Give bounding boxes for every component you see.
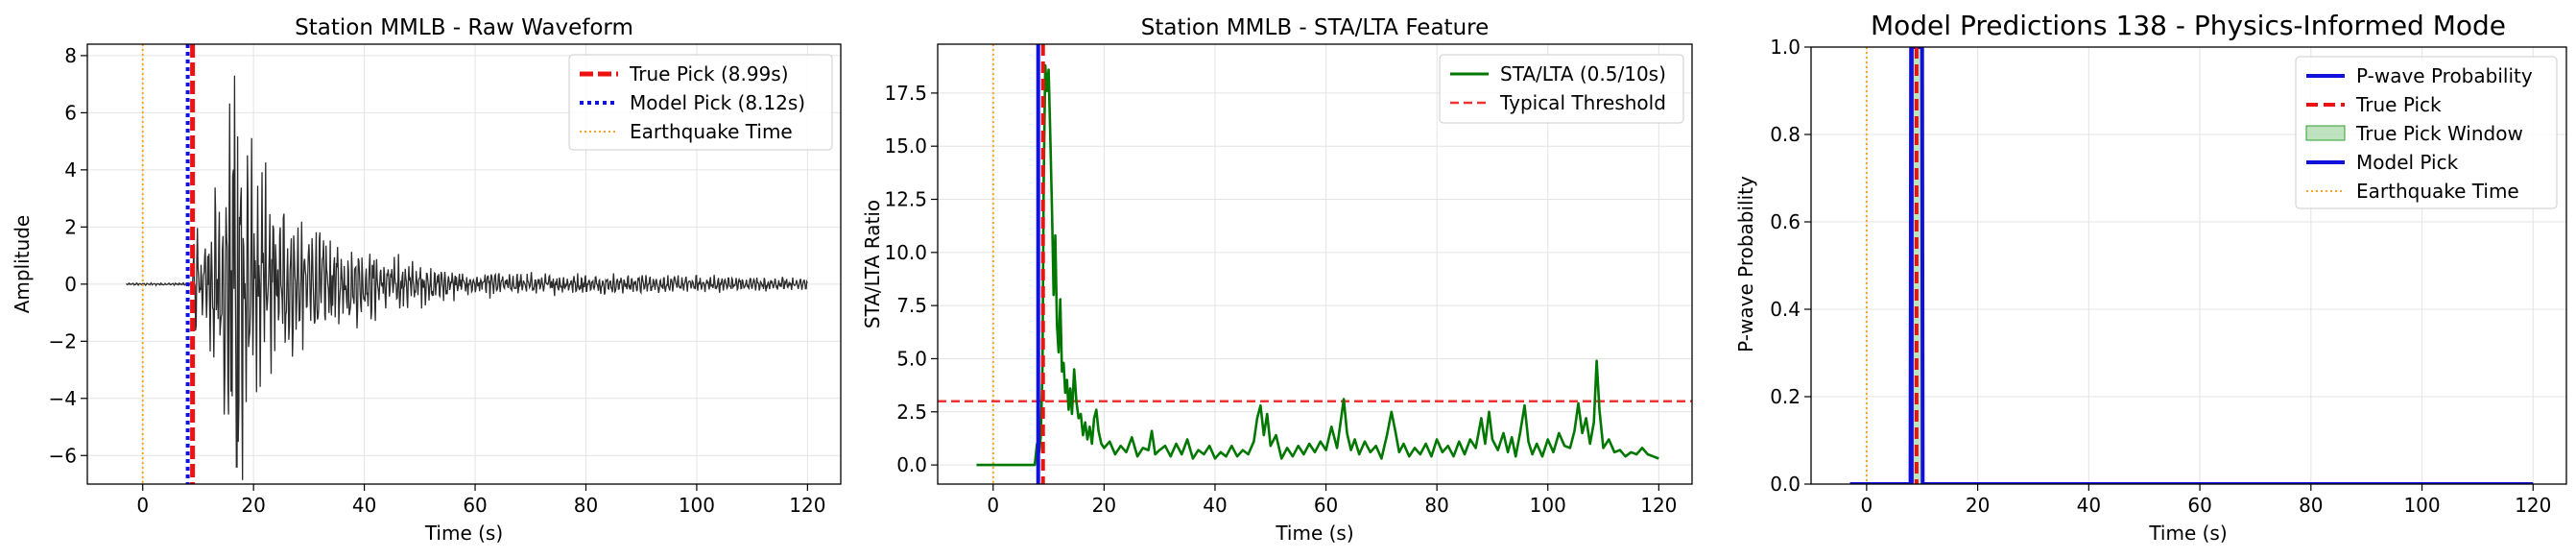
y-tick-label: 1.0 [1770, 36, 1801, 59]
sta-lta-legend-box [1439, 54, 1684, 124]
y-tick-label: 15.0 [884, 134, 927, 158]
waveform-xlabel: Time (s) [424, 522, 503, 545]
waveform-legend: True Pick (8.99s) Model Pick (8.12s) Ear… [568, 54, 833, 151]
y-tick-label: −6 [49, 444, 77, 467]
y-tick-label: 0 [64, 273, 77, 296]
legend-threshold-label: Typical Threshold [1499, 91, 1666, 114]
sta-lta-axes-frame [937, 43, 1693, 485]
prediction-ticks: 0 20 40 60 80 100 120 0.0 0.2 0.4 0.6 0.8 1.0 [1770, 36, 2551, 517]
waveform-panel: 0 20 40 60 80 100 120 −6 −4 −2 0 2 4 6 8 Station MMLB … [11, 15, 842, 545]
x-tick-label: 0 [1861, 494, 1873, 517]
x-tick-label: 80 [2299, 494, 2323, 517]
sta-lta-ylabel: STA/LTA Ratio [861, 200, 884, 328]
y-tick-label: 0.8 [1770, 123, 1801, 146]
x-tick-label: 60 [1314, 494, 1338, 517]
x-tick-label: 120 [2515, 494, 2551, 517]
y-tick-label: 6 [64, 101, 77, 124]
legend-earthquake-label: Earthquake Time [630, 120, 793, 143]
legend-earthquake-label: Earthquake Time [2356, 180, 2519, 203]
x-tick-label: 20 [1092, 494, 1116, 517]
x-tick-label: 40 [352, 494, 376, 517]
sta-lta-legend: STA/LTA (0.5/10s) Typical Threshold [1439, 54, 1684, 124]
sta-lta-ticks: 0 20 40 60 80 100 120 0.0 2.5 5.0 7.5 10.0 12.5 15.0 1… [884, 82, 1677, 517]
x-tick-label: 20 [241, 494, 265, 517]
legend-probability-label: P-wave Probability [2356, 64, 2533, 87]
x-tick-label: 80 [1424, 494, 1448, 517]
sta-lta-line [976, 63, 1659, 467]
sta-lta-plot-area [938, 44, 1692, 484]
sta-lta-xlabel: Time (s) [1275, 522, 1353, 545]
prediction-legend: P-wave Probability True Pick True Pick W… [2295, 56, 2558, 209]
x-tick-label: 100 [679, 494, 715, 517]
waveform-title: Station MMLB - Raw Waveform [295, 15, 633, 40]
y-tick-label: 4 [64, 158, 77, 182]
y-tick-label: 2 [64, 215, 77, 238]
x-tick-label: 0 [136, 494, 149, 517]
y-tick-label: 0.0 [896, 453, 927, 476]
prediction-xlabel: Time (s) [2148, 522, 2227, 545]
y-tick-label: 0.6 [1770, 210, 1801, 233]
x-tick-label: 20 [1966, 494, 1990, 517]
waveform-ticks: 0 20 40 60 80 100 120 −6 −4 −2 0 2 4 6 8 [49, 44, 826, 517]
y-tick-label: 2.5 [896, 401, 927, 424]
y-tick-label: 12.5 [884, 188, 927, 211]
prediction-title: Model Predictions 138 - Physics-Informed… [1871, 10, 2506, 41]
y-tick-label: 8 [64, 44, 77, 67]
x-tick-label: 100 [2403, 494, 2440, 517]
legend-model-pick-label: Model Pick [2356, 151, 2459, 174]
legend-true-pick-label: True Pick (8.99s) [629, 62, 789, 85]
prediction-panel: 0 20 40 60 80 100 120 0.0 0.2 0.4 0.6 0.8 1.0 Model … [1734, 10, 2567, 545]
waveform-plot-area [126, 44, 808, 484]
legend-window-swatch [2305, 125, 2346, 141]
prediction-plot-area [1849, 47, 2534, 484]
y-tick-label: 0.2 [1770, 385, 1801, 408]
x-tick-label: 40 [1203, 494, 1227, 517]
legend-model-pick-label: Model Pick (8.12s) [630, 91, 805, 114]
legend-window-label: True Pick Window [2355, 122, 2523, 145]
waveform-line [126, 75, 808, 480]
y-tick-label: 0.4 [1770, 298, 1801, 321]
waveform-ylabel: Amplitude [11, 215, 34, 314]
y-tick-label: −2 [49, 329, 77, 352]
y-tick-label: 17.5 [884, 82, 927, 105]
x-tick-label: 100 [1530, 494, 1566, 517]
x-tick-label: 40 [2077, 494, 2101, 517]
legend-sta-lta-label: STA/LTA (0.5/10s) [1500, 62, 1666, 85]
legend-true-pick-label: True Pick [2355, 93, 2442, 116]
y-tick-label: 10.0 [884, 241, 927, 264]
waveform-axes-frame [86, 43, 842, 485]
x-tick-label: 120 [789, 494, 825, 517]
prediction-legend-box [2295, 56, 2558, 209]
prediction-ylabel: P-wave Probability [1734, 176, 1757, 352]
sta-lta-title: Station MMLB - STA/LTA Feature [1141, 15, 1490, 40]
x-tick-label: 0 [987, 494, 999, 517]
y-tick-label: 5.0 [896, 347, 927, 370]
x-tick-label: 60 [463, 494, 487, 517]
waveform-legend-box [568, 54, 833, 151]
prediction-axes-frame [1810, 46, 2567, 485]
y-tick-label: 0.0 [1770, 473, 1801, 496]
x-tick-label: 60 [2187, 494, 2211, 517]
x-tick-label: 120 [1640, 494, 1677, 517]
sta-lta-panel: 0 20 40 60 80 100 120 0.0 2.5 5.0 7.5 10.0 12.5 15.0 1… [861, 15, 1693, 545]
y-tick-label: −4 [49, 387, 77, 410]
x-tick-label: 80 [574, 494, 598, 517]
y-tick-label: 7.5 [896, 294, 927, 317]
